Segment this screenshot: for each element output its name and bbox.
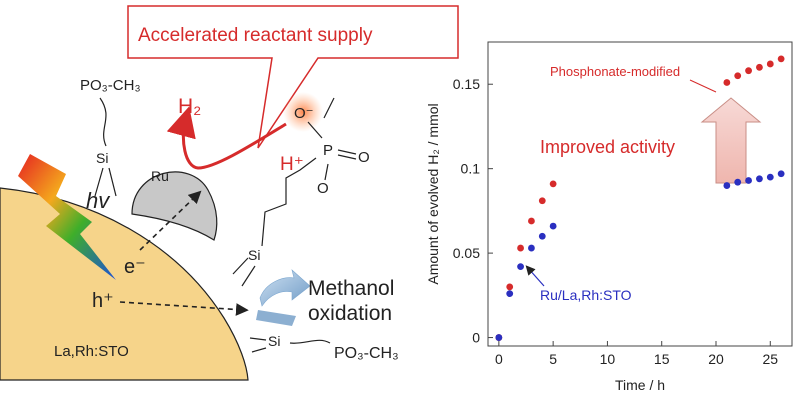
data-point-bare (777, 170, 785, 178)
data-point-phosphonate (549, 180, 557, 188)
data-point-bare (549, 222, 557, 230)
series-label-phosphonate-leader (689, 79, 717, 93)
x-tick-label: 5 (549, 351, 557, 367)
electron-transfer-arrow (139, 190, 202, 251)
oxygen-glow (283, 92, 323, 132)
data-point-bare (745, 177, 752, 184)
data-point-bare (506, 290, 514, 298)
hydrogen-label: H₂ (178, 95, 201, 118)
methanol-oxidation-arrow (259, 269, 311, 307)
silicon-label-middle: Si (248, 247, 260, 263)
data-point-phosphonate (766, 60, 774, 68)
data-point-bare (538, 232, 546, 240)
proton-label: H⁺ (280, 154, 304, 175)
data-point-bare (734, 178, 742, 186)
data-series (495, 55, 785, 341)
improved-activity-arrow (700, 97, 762, 184)
methanol-label: Methanol (308, 277, 394, 300)
data-point-phosphonate (734, 72, 742, 80)
phosphonate-group-top: PO₃-CH₃ (80, 77, 141, 94)
oxygen-anion-label: O⁻ (294, 105, 314, 122)
series-label-bare-arrow (525, 265, 545, 287)
x-tick-label: 10 (600, 351, 616, 367)
x-tick-label: 20 (708, 351, 724, 367)
phosphorus-label: P (323, 142, 333, 159)
data-point-phosphonate (517, 244, 524, 252)
data-point-bare (766, 173, 774, 181)
improved-activity-label: Improved activity (540, 137, 675, 157)
data-point-bare (528, 244, 535, 252)
x-axis-ticks: 0 5 10 15 20 25 (495, 341, 778, 367)
y-tick-label: 0.05 (453, 245, 480, 261)
series-label-phosphonate: Phosphonate-modified (550, 64, 680, 79)
hole-transfer-arrow (119, 301, 249, 316)
y-axis-label: Amount of evolved H₂ / mmol (425, 103, 441, 284)
y-tick-label: 0.15 (453, 76, 480, 92)
silane-middle (232, 157, 317, 287)
hole-label: h⁺ (92, 290, 114, 312)
data-point-phosphonate (756, 63, 763, 71)
x-axis-label: Time / h (615, 377, 665, 393)
data-point-phosphonate (506, 283, 514, 291)
series-label-bare: Ru/La,Rh:STO (540, 287, 632, 303)
phosphonate-group-bottom: PO₃-CH₃ (334, 345, 399, 362)
methanol-oxidation-arrow-tail (256, 310, 296, 326)
ru-cocatalyst (131, 171, 218, 241)
data-point-phosphonate (723, 79, 731, 86)
silicon-label-top: Si (96, 150, 108, 166)
schematic: Accelerated reactant supply Ru Si PO₃-CH… (0, 5, 459, 381)
data-point-phosphonate (538, 197, 546, 205)
y-tick-label: 0 (472, 330, 480, 346)
ru-label: Ru (151, 168, 169, 184)
y-tick-label: 0.1 (461, 161, 481, 177)
data-point-bare (756, 175, 763, 183)
data-point-bare (517, 263, 524, 271)
silicon-label-bottom: Si (268, 333, 280, 349)
h2-evolution-arrow (166, 106, 287, 170)
oxidation-label: oxidation (308, 302, 392, 325)
particle-label: La,Rh:STO (54, 343, 129, 360)
x-tick-label: 0 (495, 351, 503, 367)
electron-label: e⁻ (124, 256, 146, 278)
chart: 0 0.05 0.1 0.15 0 5 10 15 20 25 Amount of evolve… (425, 41, 793, 393)
plot-frame (487, 41, 793, 347)
data-point-phosphonate (528, 217, 535, 225)
light-bolt-icon (18, 154, 116, 280)
oxygen-double-label: O (358, 149, 370, 166)
photon-label: hv (86, 188, 111, 213)
data-point-bare (723, 182, 731, 189)
phosphonate-bonds (307, 97, 357, 181)
oxygen-single-label: O (317, 180, 329, 197)
data-point-phosphonate (777, 55, 785, 63)
callout: Accelerated reactant supply (127, 5, 459, 149)
silane-bottom (249, 337, 331, 353)
silane-top (94, 97, 117, 197)
data-point-bare (495, 334, 503, 341)
callout-text: Accelerated reactant supply (138, 25, 373, 46)
y-axis-ticks: 0 0.05 0.1 0.15 (453, 76, 493, 346)
data-point-phosphonate (745, 67, 752, 75)
x-tick-label: 25 (762, 351, 778, 367)
x-tick-label: 15 (654, 351, 670, 367)
